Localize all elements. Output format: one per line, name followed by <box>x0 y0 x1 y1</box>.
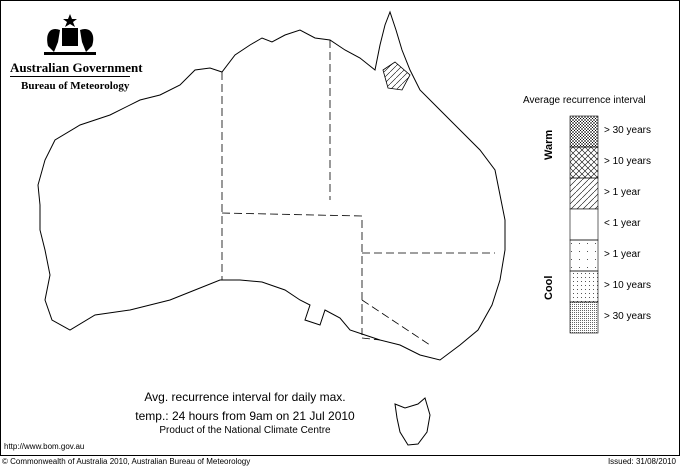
legend-label: > 10 years <box>604 156 651 167</box>
caption-line-3: Product of the National Climate Centre <box>159 425 331 436</box>
bom-url[interactable]: http://www.bom.gov.au <box>4 442 85 451</box>
government-name: Australian Government <box>10 60 143 75</box>
legend-swatch <box>569 177 599 210</box>
legend-label: > 30 years <box>604 125 651 136</box>
australia-map <box>37 10 599 446</box>
legend-swatch <box>569 239 599 272</box>
legend-warm-label: Warm <box>543 129 555 160</box>
logo-divider <box>10 76 130 77</box>
legend-label: < 1 year <box>604 218 641 229</box>
legend-label: > 1 year <box>604 187 641 198</box>
legend-label: > 1 year <box>604 249 641 260</box>
state-borders <box>221 40 495 346</box>
legend-label: > 10 years <box>604 280 651 291</box>
mainland-outline <box>37 10 506 361</box>
tasmania-outline <box>394 397 431 446</box>
legend-swatch <box>569 208 599 241</box>
legend-swatches <box>569 115 599 334</box>
warm-anomaly-area <box>382 61 411 91</box>
legend-swatch <box>569 146 599 179</box>
legend-label: > 30 years <box>604 311 651 322</box>
legend-cool-label: Cool <box>543 275 555 300</box>
legend-swatch <box>569 270 599 303</box>
coat-of-arms-logo <box>44 14 96 55</box>
copyright: © Commonwealth of Australia 2010, Austra… <box>2 457 251 466</box>
legend-swatch <box>569 115 599 148</box>
issued-date: Issued: 31/08/2010 <box>607 457 676 466</box>
bureau-name: Bureau of Meteorology <box>21 80 130 92</box>
legend-title: Average recurrence interval <box>523 95 646 106</box>
legend-swatch <box>569 301 599 334</box>
caption-line-1: Avg. recurrence interval for daily max. <box>144 390 346 404</box>
caption-line-2: temp.: 24 hours from 9am on 21 Jul 2010 <box>135 409 355 423</box>
